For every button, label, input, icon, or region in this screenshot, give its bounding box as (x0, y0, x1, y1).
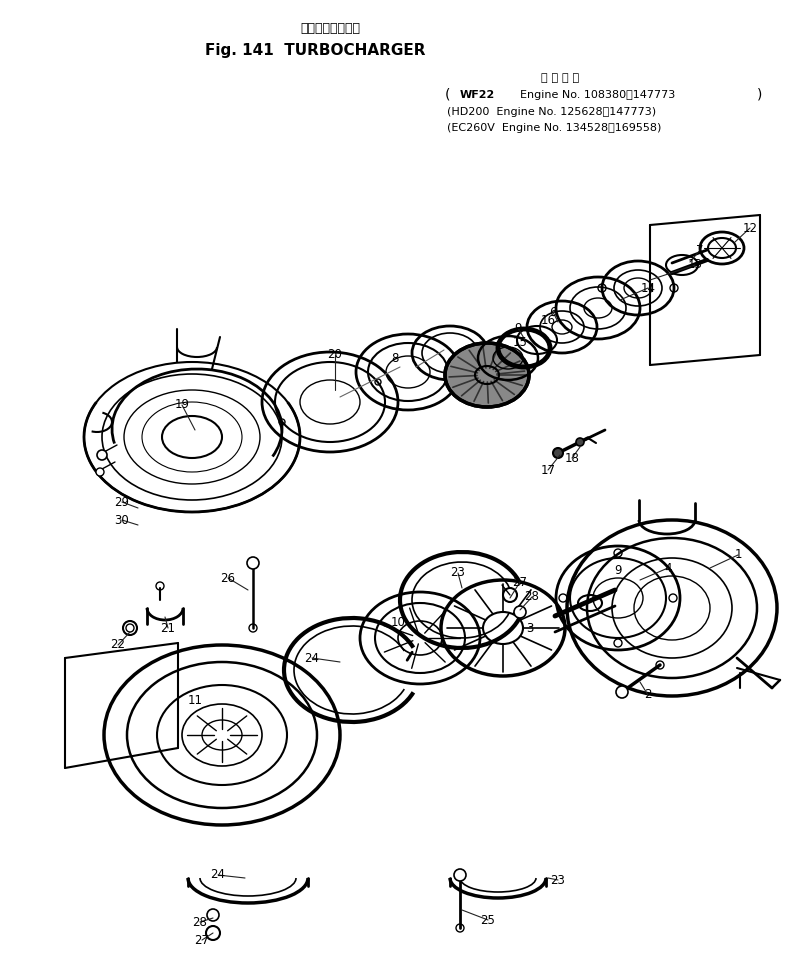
Text: 6: 6 (549, 306, 557, 318)
Circle shape (553, 448, 563, 458)
Text: 29: 29 (115, 495, 130, 509)
Circle shape (97, 450, 107, 460)
Text: 21: 21 (161, 622, 176, 634)
Circle shape (454, 869, 466, 881)
Circle shape (576, 438, 584, 446)
Text: 24: 24 (210, 869, 225, 882)
Circle shape (616, 686, 628, 698)
Circle shape (247, 557, 259, 569)
Text: 9: 9 (514, 321, 522, 335)
Text: 2: 2 (644, 689, 652, 702)
Text: 30: 30 (115, 514, 130, 526)
Text: 7: 7 (696, 243, 704, 257)
Ellipse shape (445, 343, 529, 407)
Text: 15: 15 (513, 336, 528, 348)
Text: 3: 3 (526, 622, 534, 634)
Text: 16: 16 (540, 313, 555, 327)
Text: 18: 18 (565, 451, 580, 464)
Text: (EC260V  Engine No. 134528～169558): (EC260V Engine No. 134528～169558) (447, 123, 661, 133)
Text: ターボチャージャ: ターボチャージャ (300, 21, 360, 34)
Text: Engine No. 108380～147773: Engine No. 108380～147773 (520, 90, 676, 100)
Text: 20: 20 (327, 348, 343, 362)
Text: 8: 8 (392, 351, 399, 365)
Text: 26: 26 (221, 571, 236, 585)
Text: 24: 24 (305, 652, 320, 665)
Text: (: ( (445, 88, 450, 102)
Text: WF22: WF22 (460, 90, 495, 100)
Text: 25: 25 (481, 914, 495, 926)
Text: 4: 4 (664, 561, 672, 574)
Text: 22: 22 (111, 638, 126, 652)
Text: 17: 17 (540, 463, 555, 477)
Text: 27: 27 (513, 575, 528, 589)
Text: 28: 28 (192, 916, 207, 928)
Text: 14: 14 (641, 281, 656, 295)
Text: 適 用 号 機: 適 用 号 機 (541, 73, 579, 83)
Text: (HD200  Engine No. 125628～147773): (HD200 Engine No. 125628～147773) (447, 107, 656, 117)
Text: 11: 11 (187, 694, 202, 706)
Text: 23: 23 (551, 874, 566, 886)
Text: Fig. 141  TURBOCHARGER: Fig. 141 TURBOCHARGER (205, 43, 426, 57)
Circle shape (206, 926, 220, 940)
Circle shape (96, 468, 104, 476)
Circle shape (514, 606, 526, 618)
Text: 9: 9 (615, 563, 622, 576)
Text: 23: 23 (451, 566, 465, 580)
Text: ): ) (757, 88, 763, 102)
Text: 13: 13 (687, 259, 702, 271)
Text: 1: 1 (734, 549, 742, 561)
Text: 27: 27 (195, 933, 210, 947)
Text: 10: 10 (391, 616, 406, 629)
Text: 12: 12 (743, 222, 758, 234)
Text: 19: 19 (175, 399, 190, 412)
Circle shape (503, 588, 517, 602)
Text: 28: 28 (524, 591, 539, 603)
